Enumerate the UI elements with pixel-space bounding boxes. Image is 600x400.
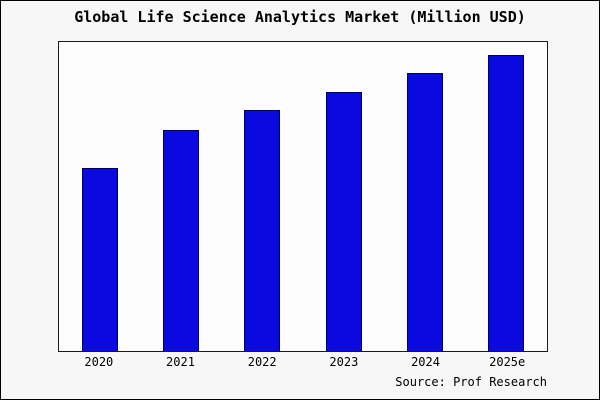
x-axis-labels: 2020 2021 2022 2023 2024 2025e (58, 355, 548, 369)
x-tick-2024: 2024 (411, 355, 440, 369)
bar-slot-2022 (222, 42, 303, 351)
bar-slot-2020 (59, 42, 140, 351)
bar-2021 (162, 129, 199, 351)
x-tick-2023: 2023 (329, 355, 359, 369)
bar-2024 (406, 72, 443, 351)
bar-2020 (81, 167, 118, 351)
plot-area (58, 41, 548, 352)
x-tick-2022: 2022 (247, 355, 277, 369)
x-tick-2025e: 2025e (489, 355, 526, 369)
bar-slot-2024 (384, 42, 465, 351)
bar-2023 (325, 91, 362, 351)
x-tick-2020: 2020 (84, 355, 114, 369)
bar-slot-2023 (303, 42, 384, 351)
bar-slot-2021 (140, 42, 221, 351)
chart-title: Global Life Science Analytics Market (Mi… (74, 8, 526, 26)
source-attribution: Source: Prof Research (395, 375, 547, 389)
bar-2022 (244, 109, 281, 351)
bar-slot-2025e (466, 42, 547, 351)
bars-container (59, 42, 547, 351)
bar-2025e (488, 54, 525, 351)
x-tick-2021: 2021 (166, 355, 195, 369)
